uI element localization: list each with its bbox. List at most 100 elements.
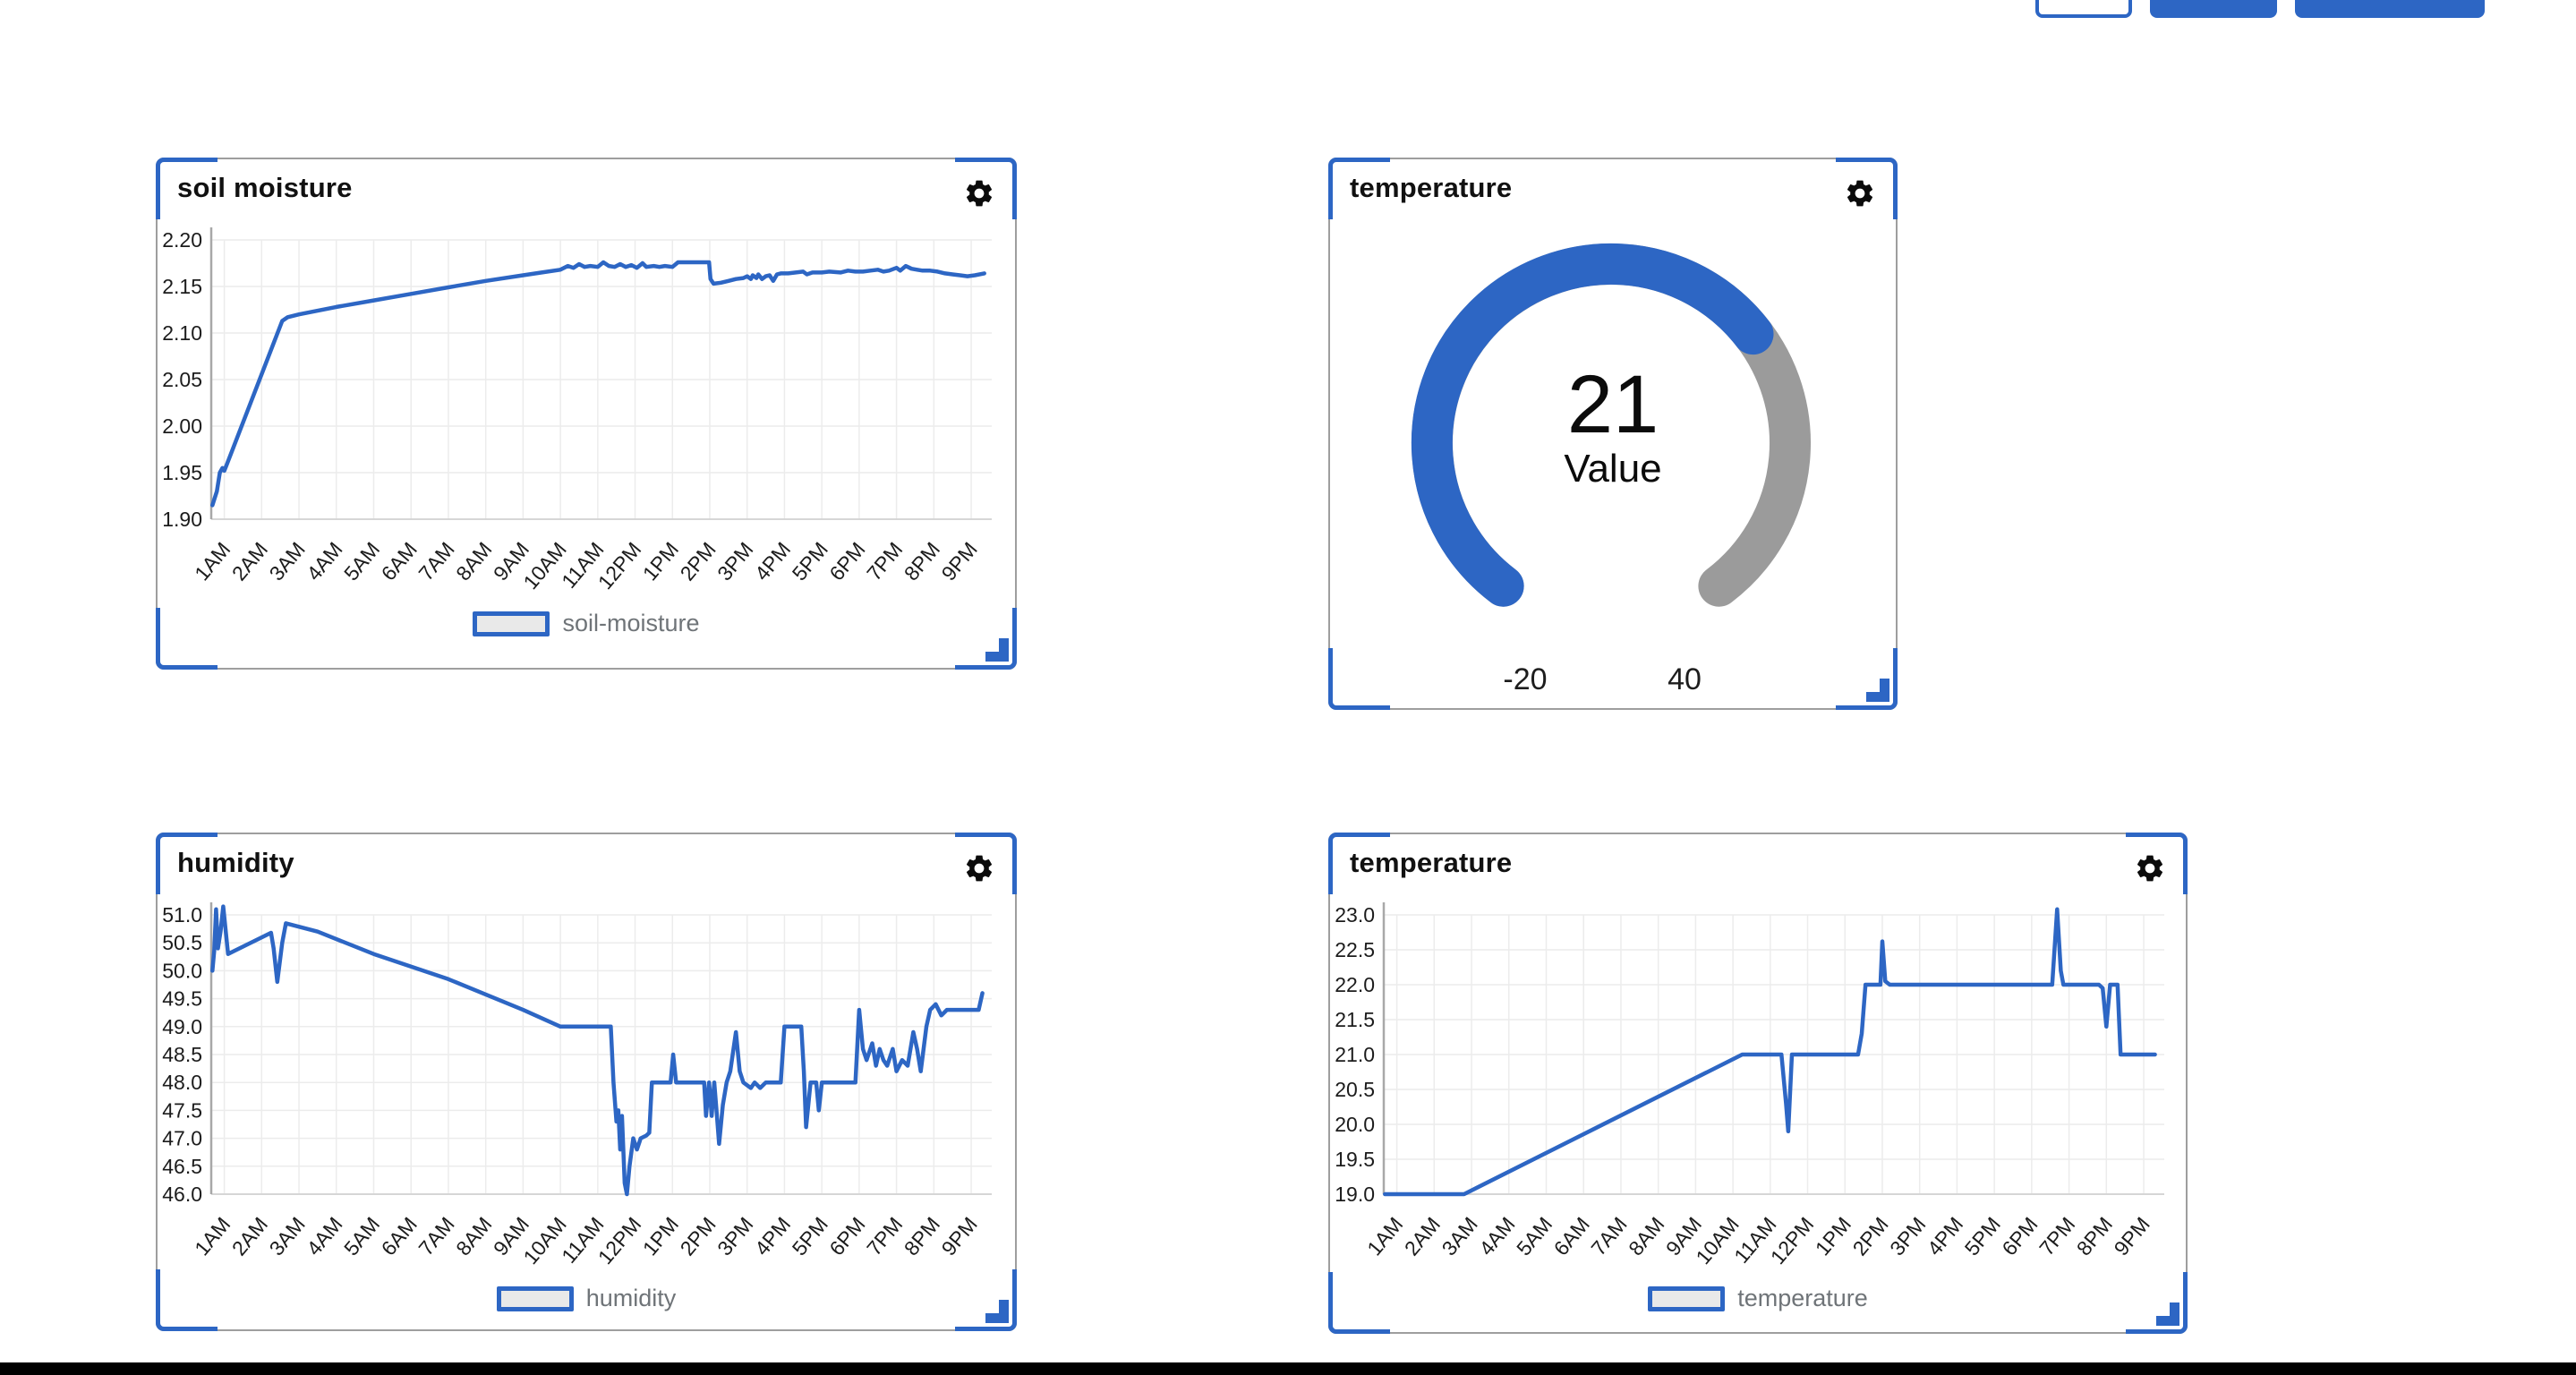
legend-item[interactable]: temperature	[1330, 1285, 2186, 1312]
svg-text:5AM: 5AM	[339, 1213, 384, 1260]
svg-text:3PM: 3PM	[712, 538, 757, 585]
svg-text:2.20: 2.20	[162, 228, 202, 252]
settings-gear-icon[interactable]	[1844, 175, 1880, 211]
widget-temperature-gauge[interactable]: temperature 21 Value -20 40	[1328, 158, 1898, 710]
svg-text:5PM: 5PM	[788, 1213, 832, 1260]
svg-text:10AM: 10AM	[518, 538, 571, 594]
svg-text:6PM: 6PM	[824, 538, 869, 585]
widget-soil-moisture-chart[interactable]: soil moisture 2.20 2.15 2.10 2.05 2.00 1.95 1.…	[156, 158, 1017, 670]
toolbar-button-primary-1[interactable]	[2150, 0, 2277, 18]
svg-text:1AM: 1AM	[1362, 1213, 1407, 1260]
legend-label: temperature	[1737, 1285, 1868, 1311]
svg-text:6PM: 6PM	[824, 1213, 869, 1260]
svg-text:50.5: 50.5	[162, 931, 202, 954]
svg-text:2PM: 2PM	[676, 1213, 721, 1260]
svg-text:1PM: 1PM	[638, 1213, 683, 1260]
legend-swatch	[1648, 1285, 1726, 1311]
svg-text:1.95: 1.95	[162, 461, 202, 484]
svg-text:5PM: 5PM	[788, 538, 832, 585]
gauge-value: 21	[1566, 359, 1659, 450]
svg-text:9PM: 9PM	[2110, 1213, 2154, 1260]
svg-text:5AM: 5AM	[1512, 1213, 1557, 1260]
svg-text:1AM: 1AM	[190, 538, 235, 585]
svg-text:12PM: 12PM	[593, 538, 646, 594]
settings-gear-icon[interactable]	[963, 175, 999, 211]
svg-text:2.00: 2.00	[162, 414, 202, 438]
resize-handle-icon[interactable]	[2156, 1302, 2179, 1326]
svg-text:23.0: 23.0	[1335, 903, 1375, 927]
svg-text:22.0: 22.0	[1335, 973, 1375, 996]
resize-handle-icon[interactable]	[985, 638, 1009, 662]
legend-swatch	[473, 611, 550, 636]
svg-text:8AM: 8AM	[1624, 1213, 1668, 1260]
svg-text:19.5: 19.5	[1335, 1148, 1375, 1171]
soil-moisture-line-chart: 2.20 2.15 2.10 2.05 2.00 1.95 1.90 1AM 2AM 3AM 4AM…	[162, 213, 1002, 609]
svg-text:8PM: 8PM	[2072, 1213, 2117, 1260]
svg-text:47.0: 47.0	[162, 1127, 202, 1150]
svg-text:12PM: 12PM	[593, 1213, 646, 1269]
temperature-gauge	[1330, 213, 1899, 643]
svg-text:2AM: 2AM	[1400, 1213, 1445, 1260]
svg-text:4PM: 4PM	[750, 538, 795, 585]
svg-text:6AM: 6AM	[377, 538, 422, 585]
legend-item[interactable]: soil-moisture	[158, 610, 1015, 637]
svg-text:6PM: 6PM	[1997, 1213, 2042, 1260]
widget-title: temperature	[1350, 847, 1513, 878]
legend-item[interactable]: humidity	[158, 1285, 1015, 1312]
widget-title: temperature	[1350, 172, 1513, 203]
svg-text:47.5: 47.5	[162, 1098, 202, 1122]
svg-text:7AM: 7AM	[414, 538, 458, 585]
humidity-line-chart: 51.0 50.5 50.0 49.5 49.0 48.5 48.0 47.5 47.0 46.5…	[162, 888, 1002, 1284]
svg-text:1.90: 1.90	[162, 508, 202, 531]
svg-text:20.0: 20.0	[1335, 1113, 1375, 1136]
temperature-line-chart: 23.0 22.5 22.0 21.5 21.0 20.5 20.0 19.5 19.0 1AM 2…	[1335, 888, 2175, 1284]
svg-text:48.0: 48.0	[162, 1071, 202, 1094]
svg-text:12PM: 12PM	[1766, 1213, 1819, 1269]
legend-label: soil-moisture	[562, 610, 700, 636]
svg-text:2.05: 2.05	[162, 368, 202, 391]
svg-text:9PM: 9PM	[937, 1213, 982, 1260]
widget-humidity-chart[interactable]: humidity 51.0 50.5 50.0 49.5 49.0 48.5 48.0 47.…	[156, 833, 1017, 1331]
svg-text:48.5: 48.5	[162, 1043, 202, 1066]
settings-gear-icon[interactable]	[2134, 850, 2170, 886]
svg-text:4AM: 4AM	[1474, 1213, 1519, 1260]
toolbar-button-primary-2[interactable]	[2295, 0, 2485, 18]
svg-text:2.15: 2.15	[162, 275, 202, 298]
svg-text:5PM: 5PM	[1960, 1213, 2005, 1260]
svg-text:1AM: 1AM	[190, 1213, 235, 1260]
svg-text:3PM: 3PM	[1885, 1213, 1930, 1260]
settings-gear-icon[interactable]	[963, 850, 999, 886]
svg-text:9PM: 9PM	[937, 538, 982, 585]
svg-text:2PM: 2PM	[676, 538, 721, 585]
svg-text:49.5: 49.5	[162, 987, 202, 1011]
resize-handle-icon[interactable]	[1866, 679, 1889, 702]
svg-text:21.0: 21.0	[1335, 1043, 1375, 1066]
svg-text:2PM: 2PM	[1848, 1213, 1893, 1260]
svg-text:2AM: 2AM	[227, 538, 272, 585]
svg-text:6AM: 6AM	[1549, 1213, 1594, 1260]
svg-text:2.10: 2.10	[162, 321, 202, 345]
svg-text:21.5: 21.5	[1335, 1008, 1375, 1031]
toolbar-button-outline[interactable]	[2035, 0, 2132, 18]
svg-text:4PM: 4PM	[1923, 1213, 1967, 1260]
gauge-min-label: -20	[1503, 662, 1548, 696]
svg-text:19.0: 19.0	[1335, 1183, 1375, 1206]
resize-handle-icon[interactable]	[985, 1300, 1009, 1323]
svg-text:8AM: 8AM	[451, 1213, 496, 1260]
svg-text:1PM: 1PM	[638, 538, 683, 585]
bottom-bar	[0, 1362, 2576, 1375]
gauge-max-label: 40	[1668, 662, 1702, 696]
gauge-caption: Value	[1564, 447, 1662, 491]
svg-text:10AM: 10AM	[1691, 1213, 1744, 1269]
svg-text:3AM: 3AM	[265, 1213, 310, 1260]
svg-text:8PM: 8PM	[900, 538, 944, 585]
svg-text:3AM: 3AM	[1437, 1213, 1482, 1260]
svg-text:49.0: 49.0	[162, 1015, 202, 1038]
svg-text:3PM: 3PM	[712, 1213, 757, 1260]
svg-text:22.5: 22.5	[1335, 938, 1375, 961]
widget-title: soil moisture	[177, 172, 353, 203]
svg-text:50.0: 50.0	[162, 959, 202, 982]
svg-text:6AM: 6AM	[377, 1213, 422, 1260]
widget-temperature-chart[interactable]: temperature 23.0 22.5 22.0 21.5 21.0 20.5 20.0…	[1328, 833, 2188, 1334]
